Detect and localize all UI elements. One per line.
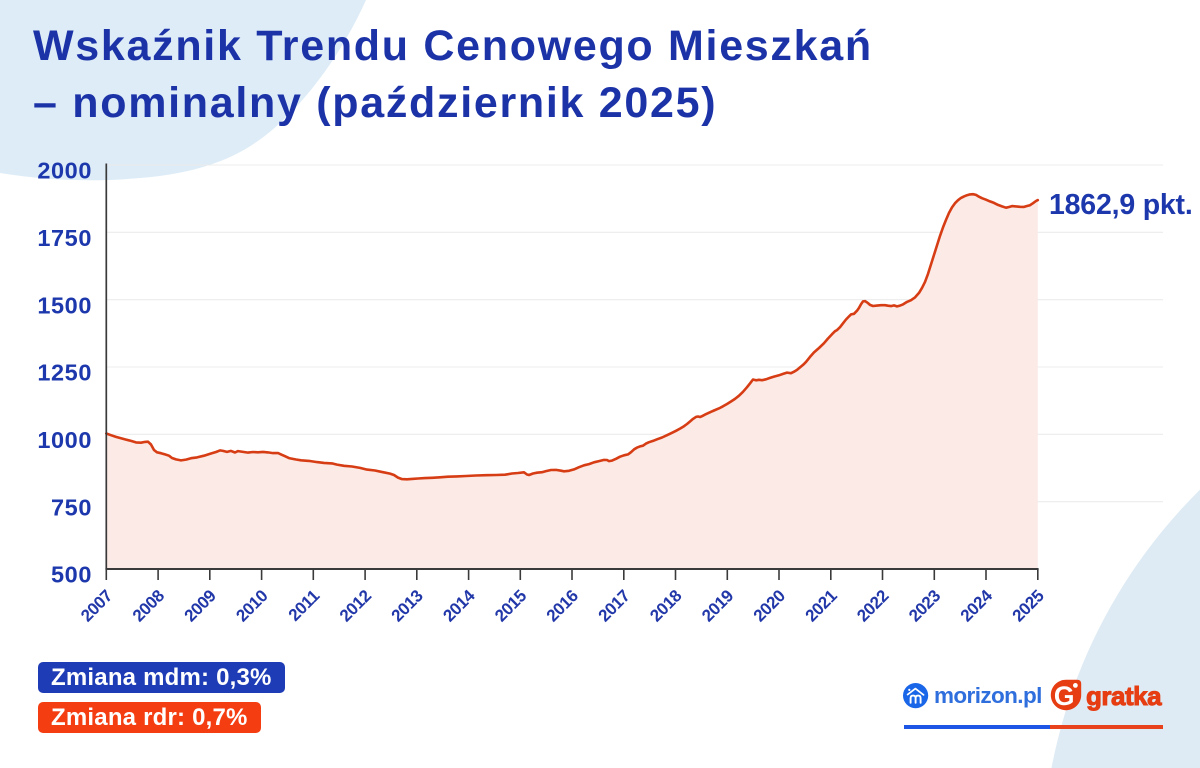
svg-text:2010: 2010 <box>232 586 271 625</box>
svg-text:2009: 2009 <box>181 586 220 625</box>
svg-text:2011: 2011 <box>285 586 323 624</box>
svg-text:2016: 2016 <box>543 586 582 625</box>
svg-text:2007: 2007 <box>77 586 116 625</box>
svg-text:G: G <box>1053 681 1074 711</box>
svg-text:2021: 2021 <box>802 586 841 625</box>
svg-text:2000: 2000 <box>37 158 92 184</box>
svg-text:2024: 2024 <box>957 586 997 626</box>
svg-text:2022: 2022 <box>853 586 892 625</box>
svg-text:1250: 1250 <box>37 360 92 386</box>
svg-text:2018: 2018 <box>646 586 685 625</box>
svg-text:2014: 2014 <box>439 586 479 626</box>
svg-text:2023: 2023 <box>905 586 944 625</box>
svg-text:500: 500 <box>51 562 92 588</box>
svg-text:2020: 2020 <box>750 586 789 625</box>
svg-text:1750: 1750 <box>37 225 92 251</box>
svg-text:1500: 1500 <box>37 292 92 318</box>
svg-text:2019: 2019 <box>698 586 737 625</box>
svg-text:2008: 2008 <box>129 586 168 625</box>
svg-text:2013: 2013 <box>388 586 427 625</box>
svg-text:1000: 1000 <box>37 427 92 453</box>
svg-text:2015: 2015 <box>491 586 530 625</box>
svg-text:2017: 2017 <box>595 586 634 625</box>
svg-text:2025: 2025 <box>1009 586 1048 625</box>
svg-text:2012: 2012 <box>336 586 375 625</box>
svg-text:750: 750 <box>51 494 92 520</box>
